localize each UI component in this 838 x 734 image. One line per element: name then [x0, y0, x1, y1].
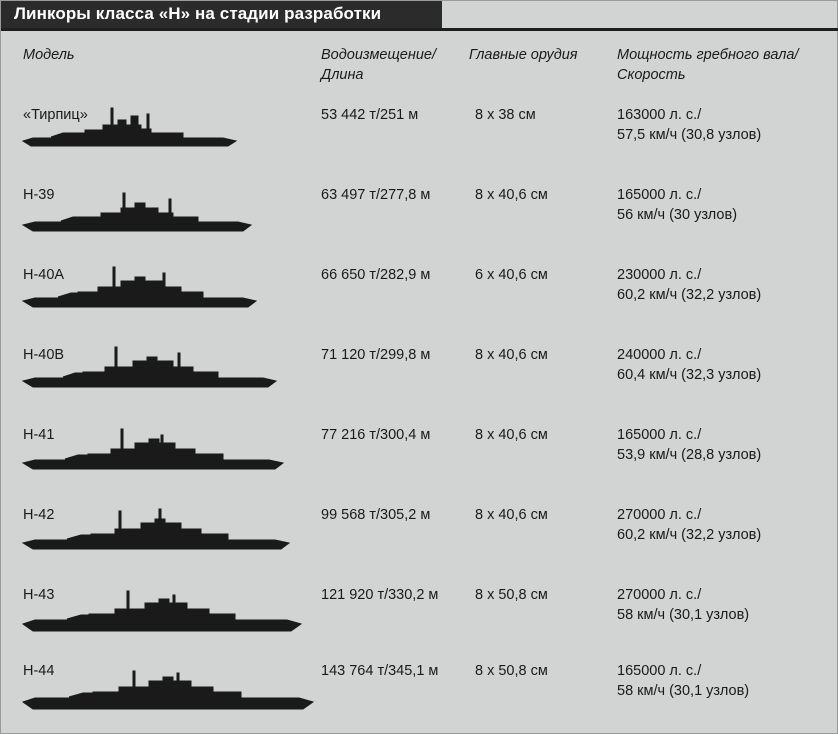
row-power: 230000 л. с./	[617, 267, 702, 283]
header-power-line1: Мощность гребного вала/	[617, 47, 799, 63]
header-displacement-line2: Длина	[321, 67, 364, 83]
row-power-speed: 240000 л. с./ 60,4 км/ч (32,3 узлов)	[617, 345, 761, 385]
battleship-silhouette-icon	[21, 192, 253, 232]
row-guns: 8 х 40,6 см	[475, 427, 548, 443]
row-power-speed: 165000 л. с./ 56 км/ч (30 узлов)	[617, 185, 737, 225]
row-model: «Тирпиц»	[23, 107, 88, 123]
row-power: 165000 л. с./	[617, 663, 702, 679]
row-model: Н-40А	[23, 267, 65, 283]
row-power: 270000 л. с./	[617, 507, 702, 523]
row-guns: 6 х 40,6 см	[475, 267, 548, 283]
row-displacement: 71 120 т/299,8 м	[321, 347, 431, 363]
row-model: Н-41	[23, 427, 55, 443]
row-speed: 60,4 км/ч (32,3 узлов)	[617, 367, 762, 383]
row-guns: 8 х 50,8 см	[475, 663, 548, 679]
page-title: Линкоры класса «Н» на стадии разработки	[14, 4, 382, 23]
row-guns: 8 х 50,8 см	[475, 587, 548, 603]
row-speed: 57,5 км/ч (30,8 узлов)	[617, 127, 762, 143]
row-model: Н-42	[23, 507, 55, 523]
row-power-speed: 163000 л. с./ 57,5 км/ч (30,8 узлов)	[617, 105, 761, 145]
battleship-silhouette-icon	[21, 266, 258, 308]
row-power: 240000 л. с./	[617, 347, 702, 363]
battleship-silhouette-icon	[21, 508, 291, 550]
row-speed: 53,9 км/ч (28,8 узлов)	[617, 447, 762, 463]
header-power: Мощность гребного вала/ Скорость	[617, 45, 799, 85]
row-speed: 60,2 км/ч (32,2 узлов)	[617, 287, 762, 303]
row-power: 165000 л. с./	[617, 187, 702, 203]
row-speed: 60,2 км/ч (32,2 узлов)	[617, 527, 762, 543]
battleship-silhouette-icon	[21, 670, 315, 710]
battleship-silhouette-icon	[21, 107, 238, 147]
row-guns: 8 х 40,6 см	[475, 187, 548, 203]
header-model-label: Модель	[23, 47, 75, 63]
row-guns: 8 х 40,6 см	[475, 507, 548, 523]
header-model: Модель	[23, 45, 75, 65]
row-power-speed: 270000 л. с./ 58 км/ч (30,1 узлов)	[617, 585, 749, 625]
header-displacement-line1: Водоизмещение/	[321, 47, 437, 63]
row-power: 270000 л. с./	[617, 587, 702, 603]
row-displacement: 53 442 т/251 м	[321, 107, 419, 123]
header-displacement: Водоизмещение/ Длина	[321, 45, 436, 85]
header-guns-label: Главные орудия	[469, 47, 578, 63]
header-guns: Главные орудия	[469, 45, 578, 65]
row-guns: 8 х 40,6 см	[475, 347, 548, 363]
row-model: Н-43	[23, 587, 55, 603]
battleship-silhouette-icon	[21, 590, 303, 632]
row-displacement: 121 920 т/330,2 м	[321, 587, 439, 603]
row-speed: 56 км/ч (30 узлов)	[617, 207, 738, 223]
row-displacement: 66 650 т/282,9 м	[321, 267, 431, 283]
row-power-speed: 270000 л. с./ 60,2 км/ч (32,2 узлов)	[617, 505, 761, 545]
row-model: Н-40В	[23, 347, 65, 363]
battleship-silhouette-icon	[21, 428, 285, 470]
title-divider	[1, 28, 838, 31]
row-displacement: 77 216 т/300,4 м	[321, 427, 431, 443]
row-speed: 58 км/ч (30,1 узлов)	[617, 683, 750, 699]
title-bar: Линкоры класса «Н» на стадии разработки	[1, 1, 442, 28]
row-guns: 8 х 38 см	[475, 107, 536, 123]
row-displacement: 63 497 т/277,8 м	[321, 187, 431, 203]
header-power-line2: Скорость	[617, 67, 686, 83]
row-displacement: 143 764 т/345,1 м	[321, 663, 439, 679]
row-power-speed: 165000 л. с./ 58 км/ч (30,1 узлов)	[617, 661, 749, 701]
row-power-speed: 165000 л. с./ 53,9 км/ч (28,8 узлов)	[617, 425, 761, 465]
battleship-silhouette-icon	[21, 346, 278, 388]
row-model: Н-39	[23, 187, 55, 203]
row-displacement: 99 568 т/305,2 м	[321, 507, 431, 523]
row-power: 165000 л. с./	[617, 427, 702, 443]
row-power-speed: 230000 л. с./ 60,2 км/ч (32,2 узлов)	[617, 265, 761, 305]
row-speed: 58 км/ч (30,1 узлов)	[617, 607, 750, 623]
row-power: 163000 л. с./	[617, 107, 702, 123]
row-model: Н-44	[23, 663, 55, 679]
